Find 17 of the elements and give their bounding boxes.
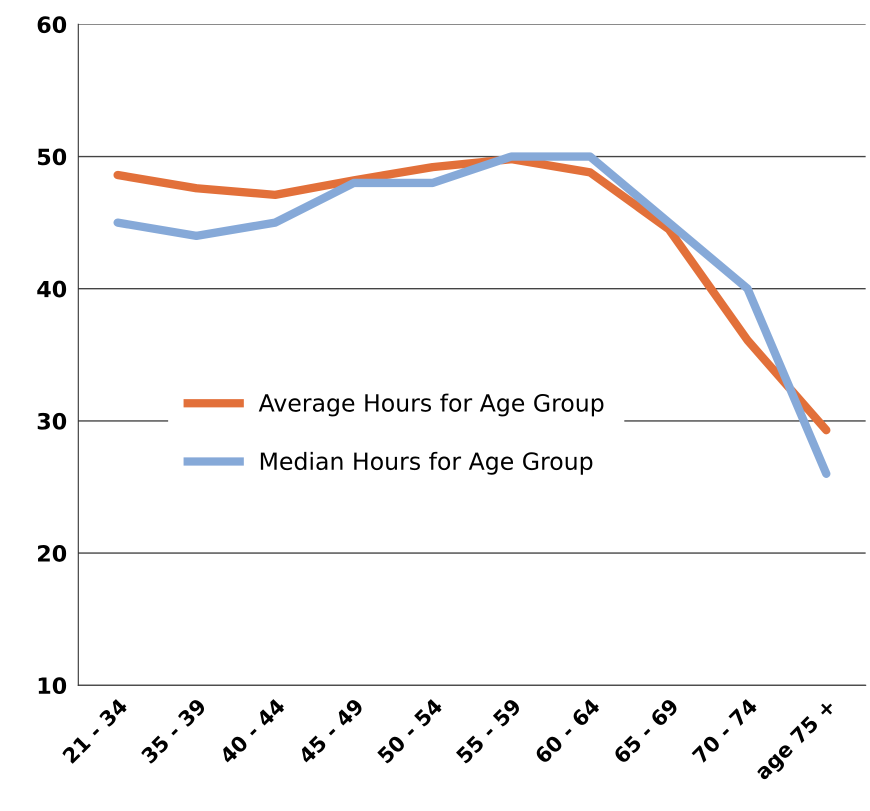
legend-label: Average Hours for Age Group [258, 394, 604, 416]
y-tick-label: 50 [38, 148, 66, 166]
x-tick-label: 50 - 54 [376, 697, 444, 764]
x-tick-label: 65 - 69 [612, 698, 680, 764]
x-tick-label: 21 - 34 [62, 697, 128, 764]
y-tick-label: 10 [38, 677, 66, 694]
x-tick-label: 70 - 74 [691, 697, 758, 764]
legend-label: Median Hours for Age Group [260, 452, 592, 475]
x-tick-label: 40 - 44 [218, 697, 286, 765]
x-tick-label: 55 - 59 [455, 698, 522, 764]
y-tick-label: 20 [38, 545, 66, 562]
x-tick-label: 45 - 49 [297, 698, 364, 765]
x-tick-label: 60 - 64 [534, 697, 601, 764]
y-tick-label: 40 [37, 280, 66, 298]
y-tick-label: 30 [38, 412, 66, 430]
x-tick-label: 35 - 39 [140, 698, 207, 764]
y-tick-label: 60 [38, 16, 66, 34]
